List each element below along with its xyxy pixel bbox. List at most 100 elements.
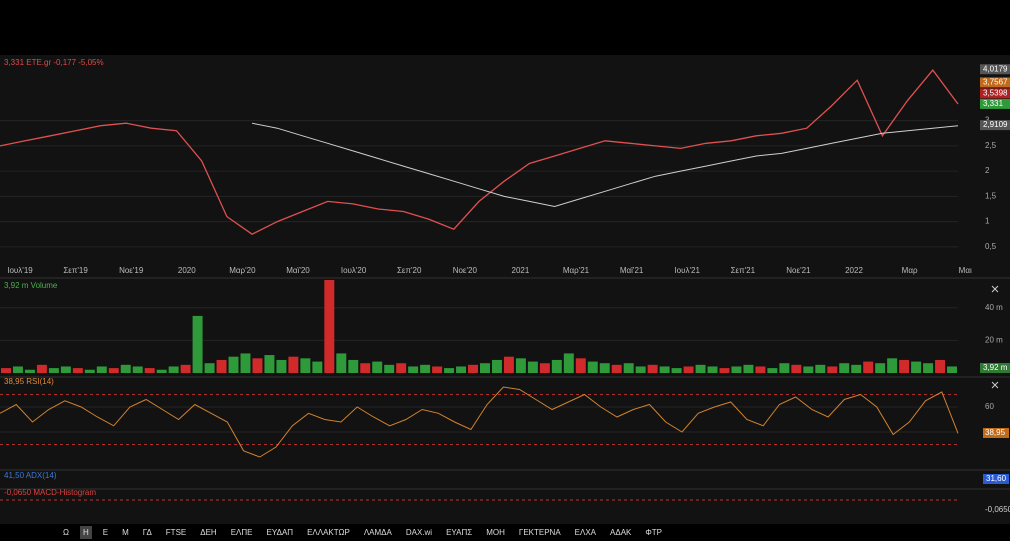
volume-bar: [539, 363, 550, 373]
volume-bar: [851, 364, 862, 373]
background: [0, 55, 1010, 524]
x-tick-label: Νοε'20: [453, 266, 478, 275]
toolbar-item[interactable]: Ω: [63, 528, 69, 537]
volume-bar: [491, 359, 502, 373]
volume-bar: [168, 366, 179, 373]
volume-bar: [192, 315, 203, 373]
volume-bar: [755, 366, 766, 373]
volume-bar: [779, 363, 790, 373]
volume-bar: [84, 369, 95, 373]
rsi-tag: [983, 428, 1009, 438]
line: [252, 122, 959, 208]
y-tick-label: 2: [985, 166, 990, 175]
price-tag-label: 3,331: [983, 99, 1004, 108]
volume-bar: [144, 368, 155, 373]
price-label: 3,331 ETE.gr -0,177 -5,05%: [4, 58, 104, 67]
toolbar-item[interactable]: Ε: [102, 528, 109, 537]
volume-bar: [515, 358, 526, 373]
volume-bar: [408, 366, 419, 373]
y-tick-label: 1,5: [985, 191, 997, 200]
volume-bar: [767, 368, 778, 373]
volume-bar: [935, 359, 946, 373]
volume-bar: [611, 364, 622, 373]
toolbar-item[interactable]: ΜΟΗ: [486, 528, 505, 537]
volume-bar: [827, 366, 838, 373]
price-tag: [980, 77, 1010, 88]
toolbar-item[interactable]: ΕΛΧΑ: [574, 528, 597, 537]
volume-bar: [563, 353, 574, 373]
volume-bar: [719, 368, 730, 373]
toolbar-item[interactable]: FTSE: [165, 528, 187, 537]
toolbar-item[interactable]: ΕΥΑΠΣ: [446, 528, 473, 537]
y-tick-label: 0,5: [985, 242, 997, 251]
price-tag-label: 4,0179: [983, 64, 1008, 73]
volume-bar: [252, 358, 263, 373]
volume-bar: [480, 363, 490, 373]
x-tick-label: Μαϊ'21: [620, 266, 644, 275]
volume-bar: [324, 280, 335, 373]
toolbar-item[interactable]: H: [79, 526, 92, 539]
x-tick-label: Σεπ'21: [731, 266, 756, 275]
macd-last: -0,0650: [985, 505, 1010, 514]
volume-bar: [48, 368, 59, 373]
price-tag: [980, 120, 1010, 131]
volume-bar: [695, 364, 706, 373]
volume-bar: [60, 366, 71, 373]
toolbar-item[interactable]: ΦΤΡ: [645, 528, 662, 537]
volume-bar: [635, 366, 646, 373]
toolbar-item[interactable]: ΕΛΠΕ: [230, 528, 253, 537]
volume-bar: [240, 353, 251, 373]
volume-bar: [180, 364, 191, 373]
adx-label: 41,50 ADX(14): [4, 471, 57, 480]
volume-bar: [36, 364, 47, 373]
toolbar-item[interactable]: ΑΔΑΚ: [610, 528, 632, 537]
close-icon[interactable]: [991, 285, 999, 389]
toolbar-item[interactable]: ΛΑΜΔΑ: [363, 528, 392, 537]
toolbar-item[interactable]: DAX.wi: [405, 528, 433, 537]
line: [0, 386, 959, 458]
volume-bar: [288, 356, 299, 373]
price-tag-label: 2,9109: [983, 120, 1008, 129]
volume-bar: [468, 364, 478, 373]
volume-bar: [599, 363, 610, 373]
x-tick-label: 2020: [178, 266, 196, 275]
x-tick-label: Ιουλ'20: [341, 266, 367, 275]
volume-bar: [360, 363, 371, 373]
volume-bar: [527, 361, 538, 373]
volume-bar: [12, 366, 23, 373]
volume-bar: [731, 366, 742, 373]
x-tick-label: Νοε'19: [119, 266, 144, 275]
volume-bar: [444, 368, 455, 373]
toolbar-item[interactable]: ΓΕΚΤΕΡΝΑ: [518, 528, 561, 537]
volume-bar: [923, 363, 934, 373]
y-tick-label: 1: [985, 217, 990, 226]
volume-bar: [156, 369, 167, 373]
x-tick-label: 2021: [512, 266, 530, 275]
volume-bar: [887, 358, 898, 373]
volume-last: 3,92 m: [983, 363, 1008, 372]
adx-tag: [983, 474, 1009, 484]
volume-bar: [120, 364, 131, 373]
volume-bar: [372, 361, 383, 373]
volume-bar: [1, 368, 11, 373]
toolbar-item[interactable]: Μ: [122, 528, 129, 537]
x-tick-label: Νοε'21: [786, 266, 811, 275]
volume-bar: [659, 366, 670, 373]
volume-bar: [456, 366, 467, 373]
toolbar-item[interactable]: ΔΕΗ: [200, 528, 217, 537]
volume-bar: [839, 363, 850, 373]
x-tick-label: Μαρ: [902, 266, 918, 275]
volume-bar: [575, 358, 586, 373]
volume-bar: [216, 359, 227, 373]
volume-bar: [204, 363, 215, 373]
volume-bar: [300, 358, 311, 373]
toolbar-item[interactable]: ΕΥΔΑΠ: [266, 528, 294, 537]
adx-last: 31,60: [986, 474, 1007, 483]
chart-area: 3,331 ETE.gr -0,177 -5,05% 3,92 m Volume…: [0, 55, 1010, 524]
volume-bar: [384, 364, 395, 373]
toolbar-item[interactable]: ΓΔ: [142, 528, 152, 537]
toolbar-item[interactable]: ΕΛΛΑΚΤΩΡ: [307, 528, 350, 537]
y-tick-label: 20 m: [985, 335, 1003, 344]
volume-bar: [623, 363, 634, 373]
volume-bar: [587, 361, 598, 373]
